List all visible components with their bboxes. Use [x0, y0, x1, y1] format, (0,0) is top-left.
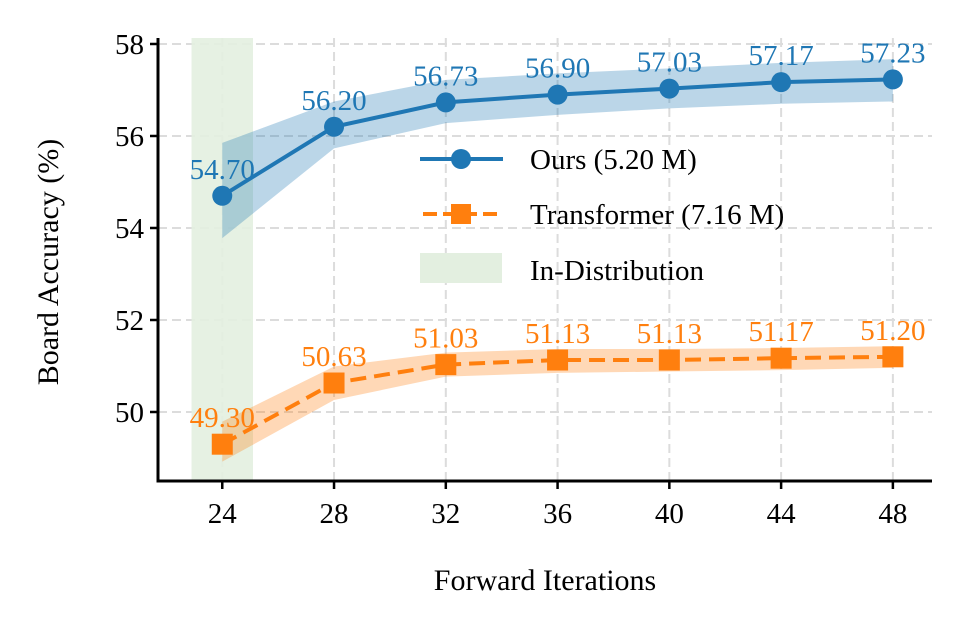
x-tick-label: 28 [320, 498, 349, 530]
marker-ours [547, 84, 568, 105]
data-label: 57.23 [860, 37, 925, 69]
x-tick-label: 24 [208, 498, 238, 530]
x-tick-label: 32 [431, 498, 460, 530]
data-label: 56.90 [525, 53, 590, 85]
data-label: 51.17 [748, 316, 813, 348]
data-label: 51.13 [525, 318, 590, 350]
x-tick-label: 36 [543, 498, 572, 530]
data-label: 50.63 [301, 341, 366, 373]
legend-ours-marker [451, 149, 471, 169]
marker-transformer [658, 349, 680, 371]
marker-transformer [323, 372, 345, 394]
legend-transformer-marker [451, 204, 471, 224]
marker-transformer [882, 346, 904, 368]
data-label: 56.20 [301, 85, 366, 117]
data-label: 57.17 [748, 40, 813, 72]
legend-transformer-label: Transformer (7.16 M) [530, 199, 784, 231]
y-tick-label: 50 [115, 397, 144, 429]
marker-transformer [211, 433, 233, 455]
data-label: 57.03 [637, 47, 702, 79]
data-label: 51.13 [637, 318, 702, 350]
grid [158, 38, 932, 481]
in-distribution-region [191, 38, 254, 481]
axes: 24 28 32 36 40 44 48 50 52 54 56 58 [115, 29, 932, 530]
data-label: 49.30 [190, 402, 255, 434]
x-axis-label: Forward Iterations [434, 564, 656, 597]
data-label: 51.03 [413, 323, 478, 355]
y-tick-label: 56 [115, 121, 144, 153]
marker-transformer [770, 347, 792, 369]
y-tick-label: 58 [115, 29, 144, 61]
data-label: 56.73 [413, 60, 478, 92]
x-tick-label: 44 [767, 498, 797, 530]
data-label: 51.20 [860, 315, 925, 347]
data-labels: 54.70 56.20 56.73 56.90 57.03 57.17 57.23 49.30… [190, 37, 926, 434]
band-ours [222, 59, 893, 239]
marker-ours [324, 116, 345, 137]
marker-ours [212, 185, 233, 206]
x-tick-label: 48 [878, 498, 907, 530]
marker-ours [659, 78, 680, 99]
marker-ours [771, 72, 792, 93]
legend-in-distribution-label: In-Distribution [530, 255, 704, 287]
data-label: 54.70 [190, 154, 255, 186]
marker-transformer [547, 349, 569, 371]
y-tick-label: 54 [115, 213, 145, 245]
marker-transformer [435, 354, 457, 376]
in-distribution-band [191, 38, 254, 481]
legend: Ours (5.20 M) Transformer (7.16 M) In-Di… [420, 144, 784, 287]
y-axis-label: Board Accuracy (%) [32, 139, 65, 386]
marker-ours [435, 92, 456, 113]
legend-in-distribution-swatch [420, 253, 502, 283]
marker-ours [882, 69, 903, 90]
x-tick-label: 40 [655, 498, 684, 530]
legend-ours-label: Ours (5.20 M) [530, 144, 697, 176]
series-lines [211, 69, 904, 455]
y-tick-label: 52 [115, 305, 144, 337]
